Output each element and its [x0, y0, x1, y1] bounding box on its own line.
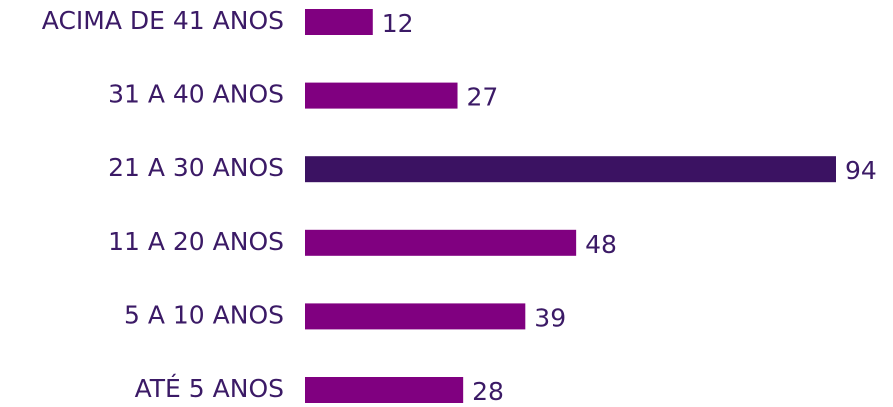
- category-label: 21 A 30 ANOS: [108, 153, 284, 182]
- category-label: 5 A 10 ANOS: [124, 300, 284, 329]
- bar: [305, 229, 577, 256]
- bar: [305, 303, 526, 330]
- value-label: 48: [585, 230, 617, 259]
- category-label: 31 A 40 ANOS: [108, 80, 284, 109]
- category-label: ATÉ 5 ANOS: [135, 374, 284, 403]
- bar: [305, 82, 458, 109]
- category-label: 11 A 20 ANOS: [108, 227, 284, 256]
- value-label: 94: [845, 156, 877, 185]
- bar: [305, 9, 373, 35]
- value-label: 28: [472, 377, 504, 406]
- bar: [305, 156, 836, 183]
- value-label: 12: [382, 9, 414, 38]
- value-label: 27: [467, 83, 499, 112]
- bar: [305, 377, 464, 403]
- category-label: ACIMA DE 41 ANOS: [42, 6, 284, 35]
- value-label: 39: [534, 303, 566, 332]
